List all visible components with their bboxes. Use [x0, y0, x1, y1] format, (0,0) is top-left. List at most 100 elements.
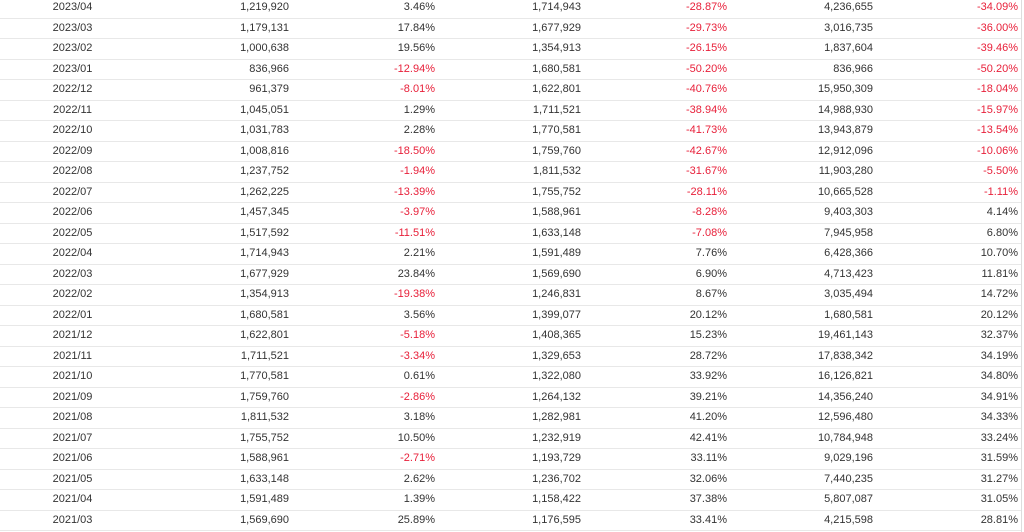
prior-value-cell: 1,811,532 [438, 161, 584, 183]
prior-value-cell: 1,282,981 [438, 407, 584, 429]
prior-change-cell: 8.67% [584, 284, 730, 306]
value-cell: 1,591,489 [145, 489, 292, 511]
cumulative-cell: 12,912,096 [730, 141, 876, 162]
cumulative-change-cell: 11.81% [876, 264, 1021, 285]
prior-value-cell: 1,622,801 [438, 79, 584, 101]
prior-change-cell: 20.12% [584, 305, 730, 326]
prior-value-cell: 1,158,422 [438, 489, 584, 511]
month-cell: 2022/06 [0, 202, 145, 224]
cumulative-cell: 9,403,303 [730, 202, 876, 224]
cumulative-cell: 836,966 [730, 59, 876, 80]
table-row: 2022/07 1,262,225 -13.39% 1,755,752 -28.11% 1… [0, 182, 1021, 203]
table-row: 2022/04 1,714,943 2.21% 1,591,489 7.76% 6,428… [0, 243, 1021, 265]
value-cell: 1,622,801 [145, 325, 292, 347]
cumulative-change-cell: -5.50% [876, 161, 1021, 183]
cumulative-change-cell: 20.12% [876, 305, 1021, 326]
value-cell: 1,000,638 [145, 38, 292, 60]
prior-value-cell: 1,322,080 [438, 366, 584, 388]
cumulative-change-cell: 34.91% [876, 387, 1021, 408]
table-row: 2021/08 1,811,532 3.18% 1,282,981 41.20% 12,5… [0, 407, 1021, 429]
cumulative-cell: 6,428,366 [730, 243, 876, 265]
table-row: 2023/03 1,179,131 17.84% 1,677,929 -29.73% 3,… [0, 18, 1021, 39]
cumulative-change-cell: 31.05% [876, 489, 1021, 511]
month-cell: 2021/05 [0, 469, 145, 490]
prior-change-cell: 42.41% [584, 428, 730, 449]
cumulative-cell: 10,665,528 [730, 182, 876, 203]
prior-value-cell: 1,569,690 [438, 264, 584, 285]
table-row: 2021/03 1,569,690 25.89% 1,176,595 33.41% 4,2… [0, 510, 1021, 531]
month-cell: 2022/10 [0, 120, 145, 142]
prior-change-cell: -7.08% [584, 223, 730, 244]
value-cell: 961,379 [145, 79, 292, 101]
month-cell: 2022/12 [0, 79, 145, 101]
table-row: 2022/11 1,045,051 1.29% 1,711,521 -38.94% 14,… [0, 100, 1021, 121]
cumulative-change-cell: -10.06% [876, 141, 1021, 162]
prior-change-cell: 6.90% [584, 264, 730, 285]
table-row: 2021/05 1,633,148 2.62% 1,236,702 32.06% 7,44… [0, 469, 1021, 490]
prior-value-cell: 1,677,929 [438, 18, 584, 39]
value-cell: 836,966 [145, 59, 292, 80]
prior-change-cell: 33.41% [584, 510, 730, 531]
prior-value-cell: 1,633,148 [438, 223, 584, 244]
change-cell: -2.86% [292, 387, 438, 408]
value-cell: 1,680,581 [145, 305, 292, 326]
cumulative-change-cell: -13.54% [876, 120, 1021, 142]
prior-value-cell: 1,759,760 [438, 141, 584, 162]
change-cell: 1.29% [292, 100, 438, 121]
cumulative-cell: 3,016,735 [730, 18, 876, 39]
cumulative-change-cell: 14.72% [876, 284, 1021, 306]
cumulative-cell: 5,807,087 [730, 489, 876, 511]
prior-value-cell: 1,408,365 [438, 325, 584, 347]
table-row: 2021/10 1,770,581 0.61% 1,322,080 33.92% 16,1… [0, 366, 1021, 388]
cumulative-cell: 9,029,196 [730, 448, 876, 470]
cumulative-cell: 1,837,604 [730, 38, 876, 60]
value-cell: 1,045,051 [145, 100, 292, 121]
cumulative-cell: 4,215,598 [730, 510, 876, 531]
cumulative-cell: 17,838,342 [730, 346, 876, 367]
table-row: 2022/01 1,680,581 3.56% 1,399,077 20.12% 1,68… [0, 305, 1021, 326]
cumulative-change-cell: -39.46% [876, 38, 1021, 60]
prior-value-cell: 1,236,702 [438, 469, 584, 490]
table-row: 2023/04 1,219,920 3.46% 1,714,943 -28.87% 4,2… [0, 0, 1021, 19]
cumulative-change-cell: -34.09% [876, 0, 1021, 19]
value-cell: 1,237,752 [145, 161, 292, 183]
cumulative-change-cell: 31.59% [876, 448, 1021, 470]
prior-change-cell: -29.73% [584, 18, 730, 39]
table-row: 2021/04 1,591,489 1.39% 1,158,422 37.38% 5,80… [0, 489, 1021, 511]
value-cell: 1,759,760 [145, 387, 292, 408]
month-cell: 2023/04 [0, 0, 145, 19]
prior-change-cell: 33.11% [584, 448, 730, 470]
change-cell: -3.97% [292, 202, 438, 224]
change-cell: 23.84% [292, 264, 438, 285]
month-cell: 2021/09 [0, 387, 145, 408]
cumulative-cell: 11,903,280 [730, 161, 876, 183]
prior-value-cell: 1,193,729 [438, 448, 584, 470]
month-cell: 2021/08 [0, 407, 145, 429]
table-row: 2022/03 1,677,929 23.84% 1,569,690 6.90% 4,71… [0, 264, 1021, 285]
table-row: 2022/02 1,354,913 -19.38% 1,246,831 8.67% 3,0… [0, 284, 1021, 306]
change-cell: 1.39% [292, 489, 438, 511]
change-cell: -1.94% [292, 161, 438, 183]
prior-change-cell: -50.20% [584, 59, 730, 80]
change-cell: 3.56% [292, 305, 438, 326]
value-cell: 1,633,148 [145, 469, 292, 490]
cumulative-change-cell: 10.70% [876, 243, 1021, 265]
table-row: 2022/10 1,031,783 2.28% 1,770,581 -41.73% 13,… [0, 120, 1021, 142]
month-cell: 2021/04 [0, 489, 145, 511]
cumulative-change-cell: 32.37% [876, 325, 1021, 347]
prior-value-cell: 1,711,521 [438, 100, 584, 121]
prior-change-cell: -28.11% [584, 182, 730, 203]
cumulative-change-cell: 28.81% [876, 510, 1021, 531]
prior-change-cell: 15.23% [584, 325, 730, 347]
cumulative-cell: 3,035,494 [730, 284, 876, 306]
prior-value-cell: 1,714,943 [438, 0, 584, 19]
month-cell: 2023/03 [0, 18, 145, 39]
table-row: 2022/09 1,008,816 -18.50% 1,759,760 -42.67% 1… [0, 141, 1021, 162]
cumulative-cell: 13,943,879 [730, 120, 876, 142]
prior-change-cell: -41.73% [584, 120, 730, 142]
month-cell: 2022/02 [0, 284, 145, 306]
change-cell: 3.46% [292, 0, 438, 19]
value-cell: 1,008,816 [145, 141, 292, 162]
